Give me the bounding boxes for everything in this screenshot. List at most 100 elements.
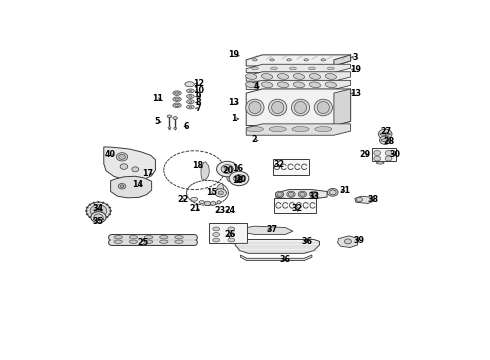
Text: 29: 29 [360, 150, 370, 159]
Text: 15: 15 [206, 188, 217, 197]
Ellipse shape [145, 240, 153, 243]
Ellipse shape [102, 202, 104, 204]
Polygon shape [276, 190, 327, 199]
Text: 1: 1 [231, 114, 237, 123]
Text: 36: 36 [280, 256, 291, 265]
Ellipse shape [86, 207, 89, 208]
Ellipse shape [119, 154, 125, 159]
Polygon shape [111, 176, 151, 198]
Text: 18: 18 [232, 176, 243, 185]
Ellipse shape [269, 127, 286, 132]
Circle shape [221, 165, 233, 174]
Polygon shape [201, 162, 209, 180]
Text: 32: 32 [273, 160, 284, 169]
Ellipse shape [145, 235, 153, 239]
Text: 28: 28 [383, 138, 394, 147]
Ellipse shape [114, 240, 122, 243]
Circle shape [234, 175, 245, 183]
Circle shape [95, 208, 102, 214]
Polygon shape [217, 184, 224, 194]
Ellipse shape [185, 82, 195, 87]
Ellipse shape [213, 238, 220, 242]
Text: 40: 40 [105, 150, 116, 159]
Ellipse shape [253, 59, 257, 61]
Ellipse shape [189, 96, 192, 97]
Ellipse shape [300, 192, 305, 196]
Circle shape [225, 167, 229, 171]
Circle shape [218, 191, 223, 195]
Ellipse shape [275, 191, 284, 197]
Ellipse shape [129, 240, 138, 243]
Circle shape [211, 202, 216, 205]
Ellipse shape [189, 90, 192, 92]
Ellipse shape [187, 89, 194, 93]
Ellipse shape [290, 67, 296, 70]
Ellipse shape [189, 106, 192, 108]
Ellipse shape [108, 207, 111, 208]
Ellipse shape [175, 104, 179, 107]
Text: 6: 6 [184, 122, 189, 131]
Ellipse shape [381, 139, 390, 141]
Ellipse shape [98, 219, 99, 221]
Ellipse shape [271, 102, 284, 114]
Circle shape [374, 156, 381, 161]
Ellipse shape [321, 59, 325, 61]
Ellipse shape [245, 73, 257, 79]
Ellipse shape [160, 240, 168, 243]
Text: 26: 26 [224, 230, 235, 239]
Ellipse shape [262, 73, 272, 79]
Text: 37: 37 [267, 225, 278, 234]
Polygon shape [334, 89, 351, 126]
Ellipse shape [160, 235, 168, 239]
Ellipse shape [380, 133, 391, 135]
Ellipse shape [93, 218, 95, 220]
Circle shape [237, 177, 241, 180]
Ellipse shape [187, 94, 194, 98]
Ellipse shape [175, 240, 183, 243]
Ellipse shape [213, 233, 220, 237]
Ellipse shape [109, 210, 112, 212]
Ellipse shape [277, 192, 282, 196]
Ellipse shape [168, 127, 171, 129]
Circle shape [229, 171, 249, 186]
Ellipse shape [317, 102, 329, 114]
Polygon shape [227, 166, 234, 181]
Ellipse shape [173, 97, 181, 102]
Polygon shape [334, 55, 351, 66]
Ellipse shape [309, 67, 315, 70]
Ellipse shape [173, 103, 181, 108]
Ellipse shape [228, 233, 235, 237]
Ellipse shape [251, 67, 258, 70]
Polygon shape [246, 72, 351, 81]
Text: 34: 34 [93, 204, 104, 213]
Ellipse shape [108, 213, 111, 215]
Ellipse shape [86, 213, 89, 215]
Text: 25: 25 [138, 238, 149, 247]
Text: 19: 19 [350, 65, 361, 74]
Text: 16: 16 [232, 164, 243, 173]
Text: 7: 7 [196, 104, 201, 113]
Text: 38: 38 [367, 195, 378, 204]
Circle shape [379, 136, 391, 144]
Text: 20: 20 [223, 166, 234, 175]
Ellipse shape [173, 91, 181, 95]
Ellipse shape [132, 167, 139, 172]
Ellipse shape [277, 82, 289, 88]
Ellipse shape [120, 185, 124, 188]
Ellipse shape [187, 100, 194, 104]
Text: 32: 32 [291, 204, 302, 213]
Ellipse shape [309, 73, 320, 79]
Ellipse shape [325, 82, 337, 88]
Polygon shape [246, 89, 351, 126]
Ellipse shape [116, 153, 128, 161]
Text: 24: 24 [224, 206, 235, 215]
Text: 30: 30 [390, 150, 401, 159]
Ellipse shape [213, 227, 220, 231]
Text: 23: 23 [215, 206, 225, 215]
Ellipse shape [173, 117, 177, 120]
Ellipse shape [191, 197, 197, 201]
Text: 19: 19 [228, 50, 240, 59]
Polygon shape [235, 239, 319, 253]
Ellipse shape [344, 239, 351, 244]
Bar [372, 148, 396, 161]
